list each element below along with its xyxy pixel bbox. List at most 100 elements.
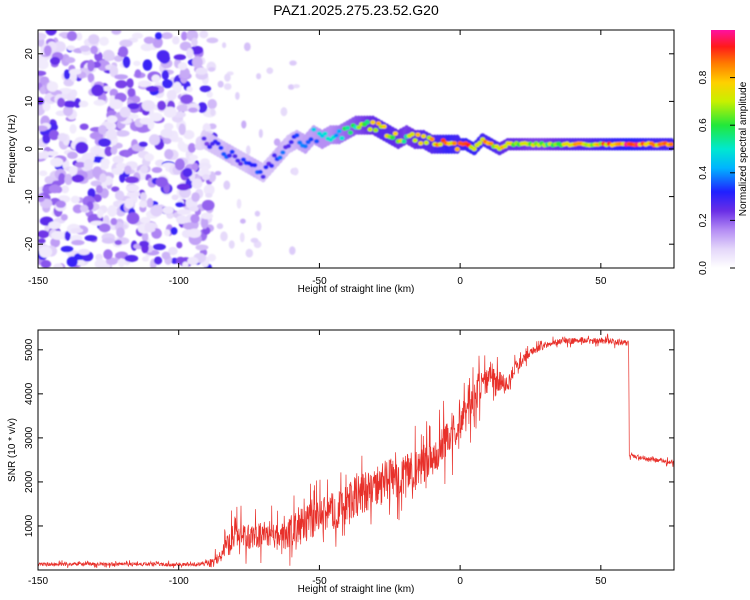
- noise-cell: [90, 180, 102, 187]
- colorbar-tick-label: 0.2: [698, 213, 709, 227]
- noise-cell: [127, 113, 139, 119]
- noise-cell: [114, 190, 125, 201]
- noise-cell: [256, 73, 262, 80]
- noise-cell: [75, 32, 83, 41]
- ridge-cell: [240, 157, 247, 162]
- noise-cell: [98, 124, 107, 135]
- x-tick-label: -100: [169, 276, 189, 287]
- noise-cell: [152, 36, 163, 49]
- noise-cell: [109, 65, 119, 78]
- ridge-cell: [277, 155, 283, 160]
- noise-cell: [289, 60, 297, 66]
- noise-cell: [195, 244, 209, 251]
- noise-cell: [71, 239, 85, 246]
- noise-cell: [73, 98, 82, 108]
- ridge-cell: [381, 124, 387, 129]
- noise-cell: [258, 128, 263, 138]
- noise-cell: [78, 100, 89, 108]
- noise-cell: [163, 137, 172, 145]
- noise-cell: [92, 166, 103, 179]
- noise-cell: [151, 167, 163, 173]
- noise-cell: [220, 231, 228, 242]
- noise-cell: [58, 172, 66, 185]
- noise-cell: [88, 34, 100, 45]
- noise-cell: [84, 234, 98, 242]
- noise-cell: [57, 97, 66, 108]
- noise-cell: [90, 45, 98, 55]
- noise-cell: [46, 150, 59, 156]
- noise-cell: [174, 158, 185, 171]
- noise-cell: [48, 129, 60, 141]
- noise-cell: [186, 86, 193, 93]
- noise-cell: [74, 161, 86, 168]
- noise-cell: [119, 39, 133, 48]
- noise-cell: [150, 204, 163, 217]
- noise-cell: [60, 245, 74, 253]
- noise-cell: [144, 226, 156, 233]
- y-tick-label: 5000: [24, 338, 35, 361]
- noise-cell: [110, 217, 118, 226]
- noise-cell: [63, 105, 74, 117]
- noise-cell: [124, 254, 139, 263]
- noise-cell: [280, 107, 288, 117]
- noise-cell: [273, 138, 281, 146]
- noise-cell: [114, 74, 129, 80]
- noise-cell: [50, 157, 64, 168]
- noise-cell: [199, 85, 212, 93]
- noise-cell: [116, 227, 125, 238]
- noise-cell: [292, 84, 300, 89]
- noise-cell: [48, 184, 61, 194]
- ridge-cell: [418, 141, 424, 146]
- noise-cell: [112, 155, 124, 164]
- ridge-cell: [373, 128, 379, 133]
- noise-cell: [216, 223, 224, 230]
- noise-cell: [99, 173, 107, 183]
- noise-cell: [96, 209, 104, 219]
- noise-cell: [107, 205, 118, 217]
- ridge-cell: [207, 144, 213, 150]
- noise-cell: [126, 190, 141, 198]
- ridge-cell: [204, 141, 210, 147]
- noise-cell: [124, 165, 132, 175]
- y-tick-label: -20: [24, 237, 35, 252]
- x-tick-label: 50: [595, 276, 607, 287]
- ridge-cell: [389, 135, 396, 140]
- colorbar-gradient: [711, 30, 735, 268]
- noise-cell: [217, 80, 224, 88]
- noise-cell: [146, 197, 154, 208]
- ridge-cell: [344, 125, 351, 131]
- noise-cell: [138, 200, 148, 208]
- noise-cell: [79, 45, 91, 52]
- ridge-cell: [221, 151, 227, 157]
- noise-cell: [289, 246, 296, 255]
- noise-cell: [161, 32, 173, 40]
- noise-cell: [187, 256, 199, 266]
- y-tick-label: -10: [24, 189, 35, 204]
- noise-cell: [55, 200, 66, 208]
- colorbar-label: Normalized spectral amplitude: [738, 81, 749, 216]
- noise-cell: [109, 99, 124, 110]
- noise-cell: [191, 162, 199, 171]
- chart-title: PAZ1.2025.275.23.52.G20: [273, 2, 439, 18]
- ridge-cell: [288, 139, 294, 145]
- colorbar-tick-label: 0.0: [698, 261, 709, 275]
- noise-cell: [214, 171, 222, 176]
- noise-cell: [163, 122, 174, 131]
- noise-cell: [207, 253, 217, 262]
- noise-cell: [78, 248, 90, 256]
- colorbar-ticks: 0.0 0.2 0.4 0.6 0.8: [698, 70, 735, 275]
- noise-cell: [60, 213, 68, 221]
- noise-cell: [195, 67, 208, 75]
- ridge-cell: [333, 133, 339, 138]
- colorbar: 0.0 0.2 0.4 0.6 0.8 Normalized spectral ampl…: [698, 30, 749, 275]
- noise-cell: [201, 174, 210, 181]
- noise-cell: [164, 229, 171, 237]
- noise-cell: [176, 183, 190, 191]
- noise-cell: [115, 80, 128, 89]
- noise-cell: [256, 222, 262, 232]
- noise-cell: [87, 73, 95, 83]
- noise-cell: [141, 256, 150, 262]
- y-tick-label: 4000: [24, 382, 35, 405]
- noise-cell: [245, 248, 254, 258]
- noise-cell: [127, 102, 140, 110]
